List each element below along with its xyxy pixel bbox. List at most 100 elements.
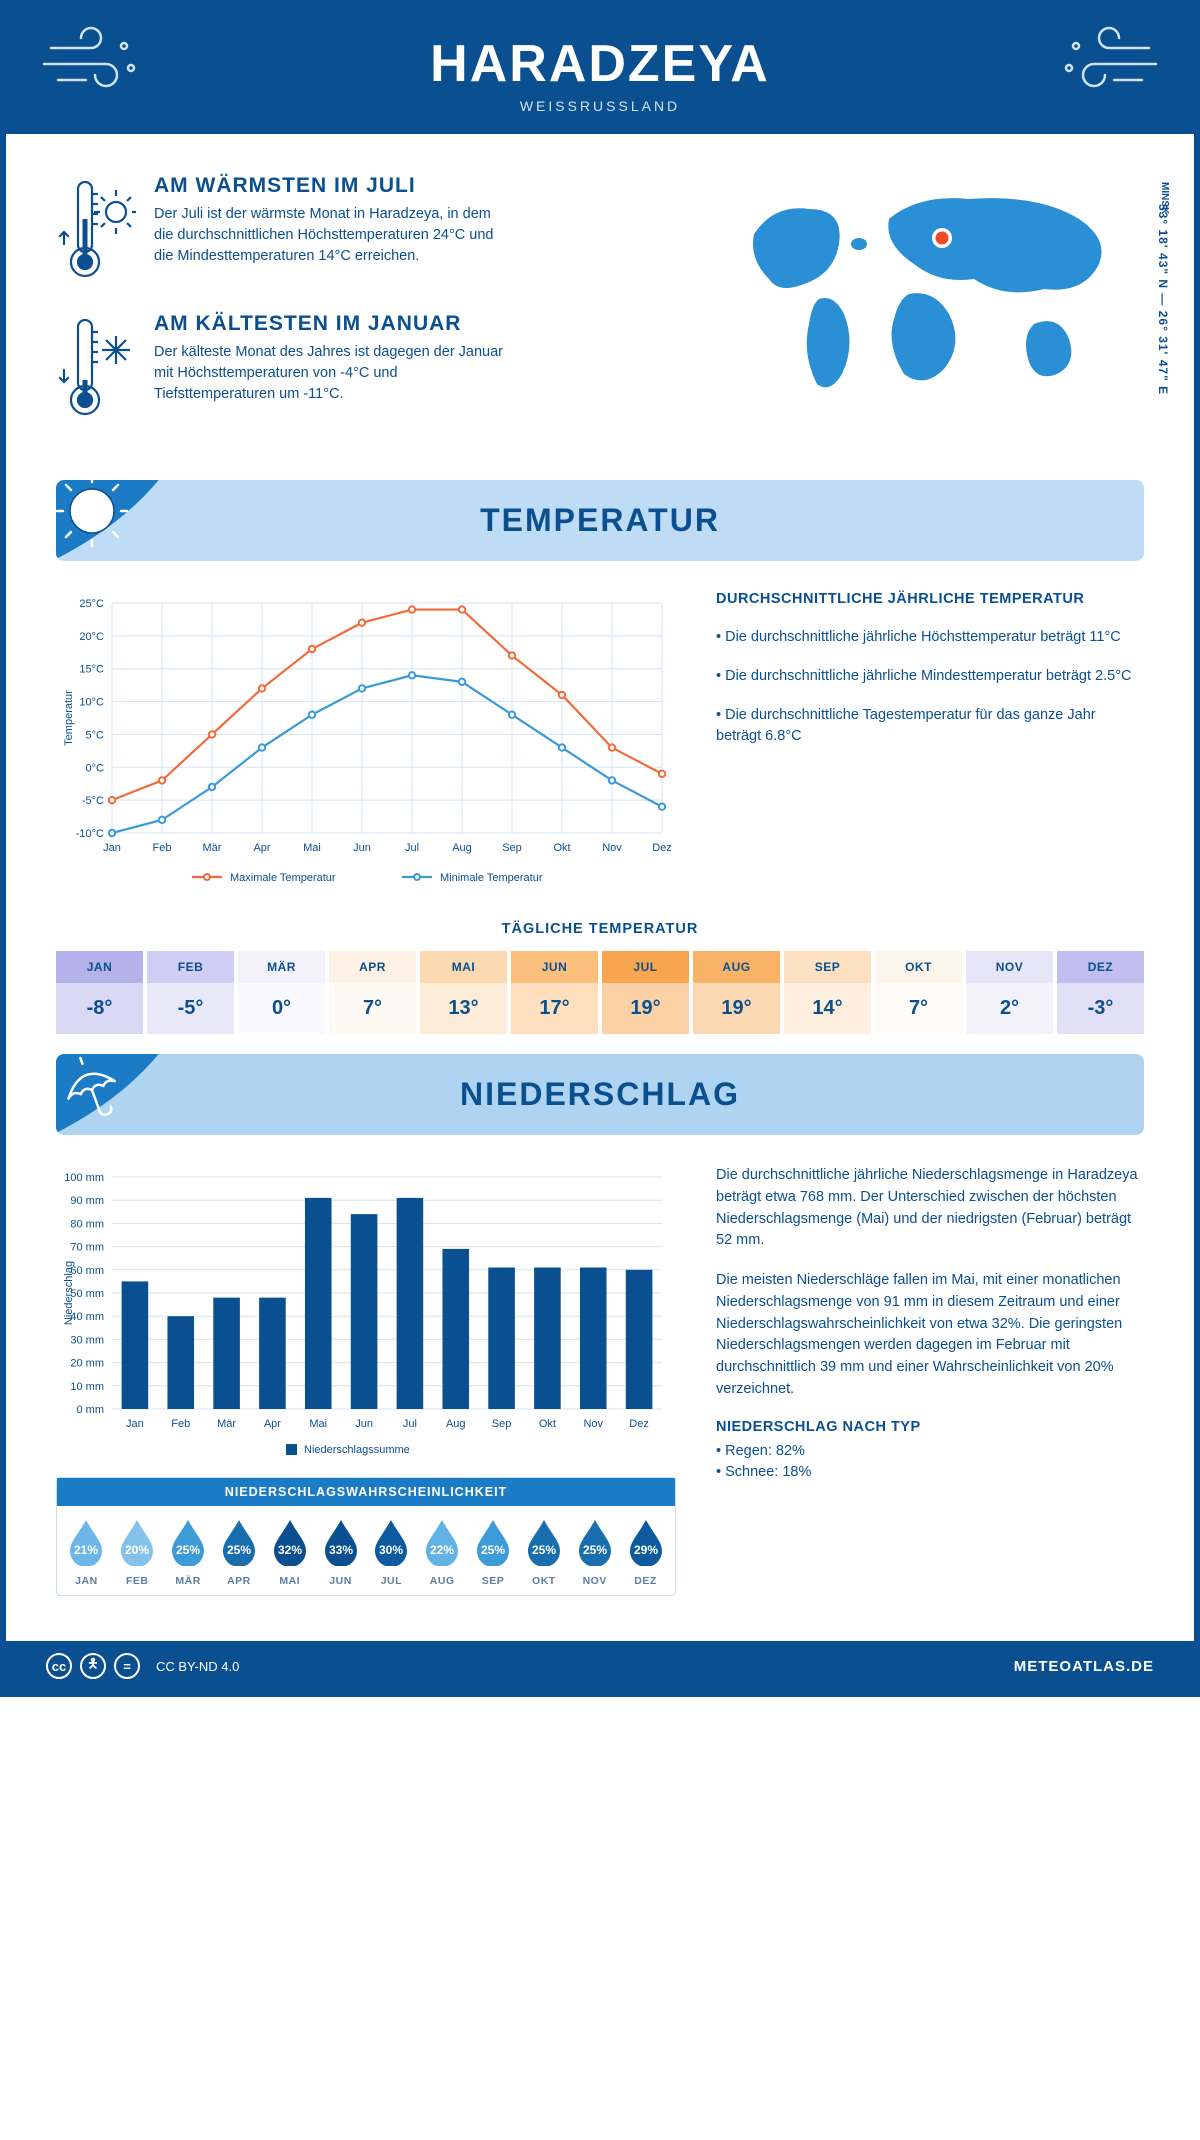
daily-value: 17° [511, 983, 598, 1034]
daily-value: 7° [329, 983, 416, 1034]
svg-text:Mär: Mär [203, 842, 222, 854]
drop-icon: 33% [320, 1516, 362, 1566]
daily-cell: APR7° [329, 951, 416, 1034]
fact-text: Der Juli ist der wärmste Monat in Haradz… [154, 204, 514, 267]
precip-paragraph: Die meisten Niederschläge fallen im Mai,… [716, 1270, 1144, 1401]
daily-month: DEZ [1057, 951, 1144, 983]
svg-text:20 mm: 20 mm [70, 1358, 104, 1370]
daily-cell: FEB-5° [147, 951, 234, 1034]
prob-cell: 20% FEB [112, 1516, 163, 1587]
fact-warmest: AM WÄRMSTEN IM JULI Der Juli ist der wär… [56, 174, 684, 284]
prob-month: MAI [264, 1575, 315, 1587]
daily-value: -5° [147, 983, 234, 1034]
daily-cell: DEZ-3° [1057, 951, 1144, 1034]
svg-text:Sep: Sep [492, 1418, 512, 1430]
svg-text:Nov: Nov [602, 842, 622, 854]
wind-icon [1054, 26, 1164, 101]
svg-text:25%: 25% [481, 1543, 505, 1557]
wind-icon [36, 26, 146, 101]
drop-icon: 32% [269, 1516, 311, 1566]
prob-month: FEB [112, 1575, 163, 1587]
prob-month: JUN [315, 1575, 366, 1587]
daily-month: JAN [56, 951, 143, 983]
prob-cell: 25% APR [213, 1516, 264, 1587]
fact-title: AM WÄRMSTEN IM JULI [154, 174, 514, 198]
daily-temp-title: TÄGLICHE TEMPERATUR [56, 921, 1144, 937]
nd-icon: = [114, 1653, 140, 1679]
daily-month: OKT [875, 951, 962, 983]
daily-month: MÄR [238, 951, 325, 983]
svg-text:5°C: 5°C [86, 729, 105, 741]
prob-cell: 25% NOV [569, 1516, 620, 1587]
fact-text: Der kälteste Monat des Jahres ist dagege… [154, 342, 514, 405]
daily-value: 2° [966, 983, 1053, 1034]
svg-text:Niederschlag: Niederschlag [63, 1261, 75, 1325]
svg-text:Okt: Okt [539, 1418, 556, 1430]
svg-text:30 mm: 30 mm [70, 1334, 104, 1346]
avg-item: • Die durchschnittliche jährliche Höchst… [716, 627, 1144, 648]
prob-month: APR [213, 1575, 264, 1587]
thermometer-hot-icon [56, 174, 136, 284]
sun-icon [56, 480, 172, 561]
avg-item: • Die durchschnittliche Tagestemperatur … [716, 705, 1144, 747]
prob-cell: 25% OKT [518, 1516, 569, 1587]
section-title: NIEDERSCHLAG [56, 1076, 1144, 1113]
svg-text:Aug: Aug [446, 1418, 466, 1430]
prob-month: DEZ [620, 1575, 671, 1587]
cc-icon: cc [46, 1653, 72, 1679]
drop-icon: 25% [523, 1516, 565, 1566]
prob-cell: 29% DEZ [620, 1516, 671, 1587]
prob-title: NIEDERSCHLAGSWAHRSCHEINLICHKEIT [57, 1478, 675, 1506]
daily-month: NOV [966, 951, 1053, 983]
prob-month: OKT [518, 1575, 569, 1587]
svg-text:10°C: 10°C [79, 697, 104, 709]
prob-cell: 25% MÄR [163, 1516, 214, 1587]
svg-text:20%: 20% [125, 1543, 149, 1557]
svg-text:Nov: Nov [583, 1418, 603, 1430]
svg-text:Apr: Apr [253, 842, 270, 854]
umbrella-icon [56, 1054, 172, 1135]
section-banner-temperature: TEMPERATUR [56, 480, 1144, 561]
daily-cell: MÄR0° [238, 951, 325, 1034]
svg-text:70 mm: 70 mm [70, 1242, 104, 1254]
drop-icon: 25% [167, 1516, 209, 1566]
precip-type-title: NIEDERSCHLAG NACH TYP [716, 1419, 1144, 1435]
svg-text:25%: 25% [583, 1543, 607, 1557]
svg-text:Mär: Mär [217, 1418, 236, 1430]
drop-icon: 25% [472, 1516, 514, 1566]
svg-text:Jul: Jul [403, 1418, 417, 1430]
svg-text:Jun: Jun [355, 1418, 373, 1430]
daily-month: JUN [511, 951, 598, 983]
precipitation-bar-chart: 0 mm10 mm20 mm30 mm40 mm50 mm60 mm70 mm8… [56, 1165, 676, 1465]
page-subtitle: WEISSRUSSLAND [6, 98, 1194, 114]
svg-text:40 mm: 40 mm [70, 1311, 104, 1323]
fact-coldest: AM KÄLTESTEN IM JANUAR Der kälteste Mona… [56, 312, 684, 422]
svg-text:15°C: 15°C [79, 664, 104, 676]
drop-icon: 25% [218, 1516, 260, 1566]
svg-text:Apr: Apr [264, 1418, 281, 1430]
daily-value: 13° [420, 983, 507, 1034]
svg-text:Jan: Jan [126, 1418, 144, 1430]
svg-text:25%: 25% [227, 1543, 251, 1557]
svg-text:Dez: Dez [652, 842, 672, 854]
svg-text:0 mm: 0 mm [77, 1404, 105, 1416]
daily-value: 7° [875, 983, 962, 1034]
svg-text:10 mm: 10 mm [70, 1381, 104, 1393]
prob-month: AUG [417, 1575, 468, 1587]
svg-text:Okt: Okt [553, 842, 570, 854]
svg-text:20°C: 20°C [79, 631, 104, 643]
svg-text:Jan: Jan [103, 842, 121, 854]
svg-text:Niederschlagssumme: Niederschlagssumme [304, 1444, 410, 1456]
precip-type-rain: • Regen: 82% [716, 1441, 1144, 1463]
site-name: METEOATLAS.DE [1014, 1658, 1154, 1675]
svg-text:Aug: Aug [452, 842, 472, 854]
fact-title: AM KÄLTESTEN IM JANUAR [154, 312, 514, 336]
world-map: MINSK 53° 18' 43" N — 26° 31' 47" E [724, 174, 1144, 450]
daily-value: -8° [56, 983, 143, 1034]
coordinates: 53° 18' 43" N — 26° 31' 47" E [1156, 204, 1170, 395]
precipitation-probability-box: NIEDERSCHLAGSWAHRSCHEINLICHKEIT 21% JAN … [56, 1477, 676, 1596]
prob-month: JAN [61, 1575, 112, 1587]
svg-text:Dez: Dez [629, 1418, 649, 1430]
daily-cell: OKT7° [875, 951, 962, 1034]
avg-temp-title: DURCHSCHNITTLICHE JÄHRLICHE TEMPERATUR [716, 591, 1144, 607]
